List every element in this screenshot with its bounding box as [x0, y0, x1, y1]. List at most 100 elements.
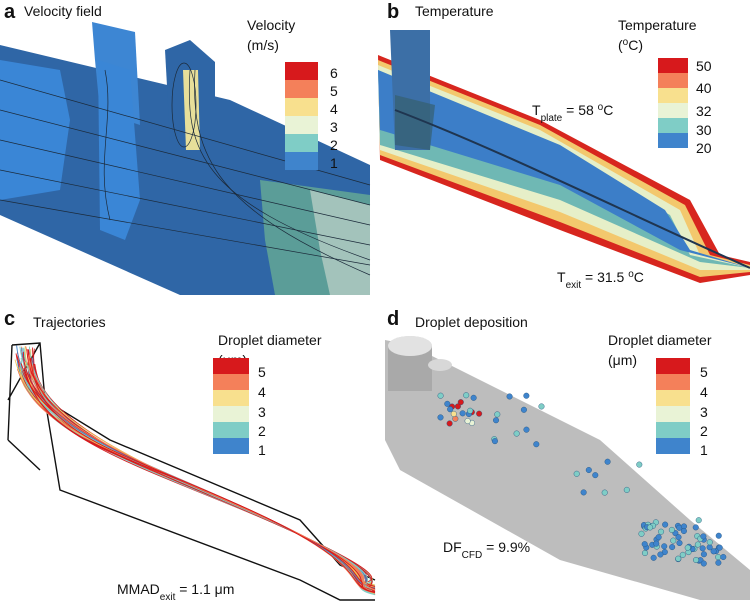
trajectory — [24, 362, 376, 592]
trajectory — [16, 352, 376, 591]
droplet — [694, 541, 701, 548]
legend-tick-label: 2 — [330, 137, 338, 153]
droplet — [638, 530, 645, 537]
trajectory — [21, 346, 376, 591]
legend-unit: (μm) — [608, 352, 637, 368]
legend-swatch — [658, 133, 688, 148]
droplet — [670, 537, 677, 544]
droplet — [675, 555, 682, 562]
droplet — [715, 559, 722, 566]
legend-tick-label: 40 — [696, 80, 712, 96]
droplet — [444, 400, 451, 407]
trajectory — [24, 346, 376, 588]
droplet — [650, 554, 657, 561]
trajectory — [16, 355, 376, 587]
legend-tick-label: 1 — [258, 442, 266, 458]
droplet — [641, 550, 648, 557]
droplet — [710, 548, 717, 555]
trajectory — [19, 346, 376, 589]
legend-tick-label: 4 — [700, 384, 708, 400]
droplet — [447, 406, 454, 413]
annotation: Tplate = 58 oC — [532, 102, 613, 124]
trajectory — [28, 364, 376, 588]
legend-tick-label: 5 — [700, 364, 708, 380]
legend-tick-label: 2 — [700, 423, 708, 439]
droplet — [467, 407, 474, 414]
legend-swatch — [656, 374, 690, 390]
droplet — [523, 392, 530, 399]
velocity-render — [0, 22, 371, 295]
text-part: = 58 — [562, 102, 597, 118]
legend-tick-label: 3 — [700, 404, 708, 420]
droplet — [700, 560, 707, 567]
droplet — [641, 541, 648, 548]
droplet — [679, 551, 686, 558]
trajectory — [21, 349, 376, 589]
temperature-render — [378, 30, 750, 283]
legend-swatch — [213, 422, 249, 438]
text-part: o — [598, 102, 604, 113]
text-part: plate — [541, 113, 563, 124]
legend-swatch — [658, 118, 688, 133]
trajectory — [21, 372, 376, 592]
trajectory — [32, 357, 376, 593]
droplet — [676, 540, 683, 547]
legend-tick-label: 3 — [258, 404, 266, 420]
trajectory — [33, 348, 376, 595]
legend-tick-label: 1 — [700, 442, 708, 458]
trajectory — [28, 373, 376, 589]
legend-swatch — [658, 103, 688, 118]
droplet — [700, 551, 707, 558]
trajectory-render — [7, 342, 376, 601]
droplet — [538, 403, 545, 410]
legend-swatch — [656, 422, 690, 438]
text-part: T — [557, 269, 566, 285]
legend-swatch — [285, 62, 318, 80]
droplet — [437, 414, 444, 421]
droplet — [693, 556, 700, 563]
droplet — [604, 458, 611, 465]
text-part: (m/s) — [247, 37, 279, 53]
text-part: T — [532, 102, 541, 118]
legend-tick-label: 2 — [258, 423, 266, 439]
droplet — [680, 528, 687, 535]
droplet — [464, 418, 471, 425]
legend-unit: (m/s) — [247, 37, 279, 53]
text-part: MMAD — [117, 581, 160, 597]
droplet — [715, 554, 722, 561]
trajectory — [21, 348, 376, 589]
droplet — [585, 467, 592, 474]
droplet — [446, 420, 453, 427]
droplet — [720, 554, 727, 561]
droplet — [437, 392, 444, 399]
trajectory — [32, 347, 376, 588]
text-part: C) — [628, 37, 643, 53]
legend-title: Droplet diameter — [218, 332, 322, 348]
trajectory — [25, 346, 376, 588]
trajectory — [15, 353, 376, 587]
droplet — [699, 545, 706, 552]
legend-swatch — [213, 374, 249, 390]
trajectory — [22, 373, 376, 590]
trajectory — [23, 347, 376, 591]
trajectory — [16, 345, 376, 594]
text-part: ( — [618, 37, 623, 53]
trajectory — [28, 346, 376, 591]
panel-title: Droplet deposition — [415, 314, 528, 330]
legend-swatch — [658, 73, 688, 88]
legend-tick-label: 30 — [696, 122, 712, 138]
legend-tick-label: 50 — [696, 58, 712, 74]
legend-title: Temperature — [618, 17, 697, 33]
droplet — [494, 411, 501, 418]
trajectory — [31, 358, 376, 589]
trajectory — [31, 374, 376, 593]
trajectory — [28, 354, 376, 591]
legend-tick-label: 4 — [258, 384, 266, 400]
legend-swatch — [213, 390, 249, 406]
trajectory — [29, 362, 376, 589]
droplet — [715, 532, 722, 539]
droplet — [675, 534, 682, 541]
droplet — [662, 521, 669, 528]
trajectory — [27, 356, 376, 594]
legend-unit: (oC) — [618, 37, 643, 54]
